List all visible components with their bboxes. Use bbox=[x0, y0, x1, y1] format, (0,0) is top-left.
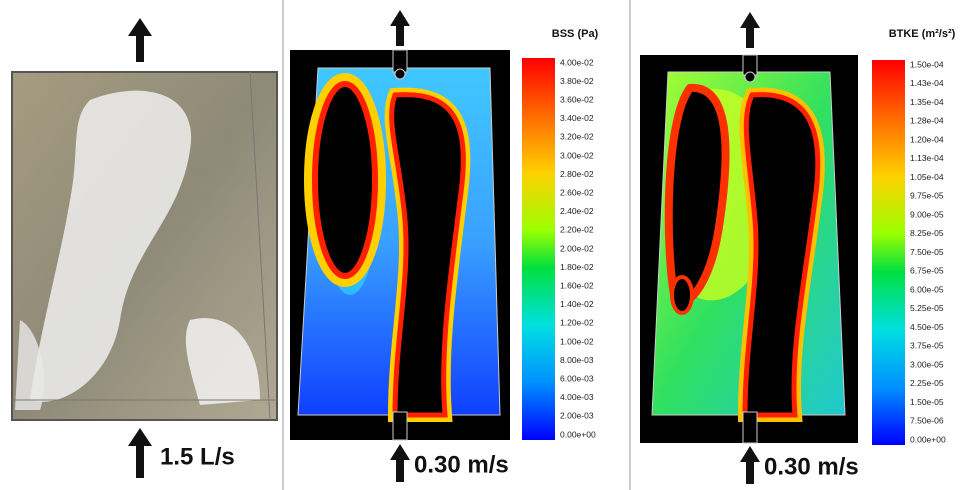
colorbar-tick-label: 2.60e-02 bbox=[560, 187, 594, 197]
colorbar-tick-label: 3.75e-05 bbox=[910, 341, 944, 351]
caption: 0.30 m/s bbox=[414, 451, 509, 478]
colorbar-tick-label: 4.00e-02 bbox=[560, 57, 594, 67]
colorbar-title: BTKE (m²/s²) bbox=[889, 28, 956, 40]
flow-arrows-bottom bbox=[128, 428, 760, 484]
colorbar-tick-label: 3.40e-02 bbox=[560, 113, 594, 123]
bss-contour bbox=[290, 49, 510, 441]
colorbar-tick-label: 3.20e-02 bbox=[560, 132, 594, 142]
caption: 0.30 m/s bbox=[764, 453, 859, 480]
colorbar-tick-label: 8.00e-03 bbox=[560, 355, 594, 365]
btke-contour bbox=[640, 54, 858, 444]
colorbar-tick-label: 2.20e-02 bbox=[560, 225, 594, 235]
colorbar-tick-label: 6.00e-05 bbox=[910, 284, 944, 294]
colorbar-title: BSS (Pa) bbox=[552, 28, 599, 40]
colorbar-tick-label: 1.20e-04 bbox=[910, 134, 944, 144]
colorbar-tick-label: 1.40e-02 bbox=[560, 299, 594, 309]
colorbar-tick-label: 3.00e-02 bbox=[560, 150, 594, 160]
colorbar-tick-label: 7.50e-06 bbox=[910, 416, 944, 426]
colorbar-tick-label: 0.00e+00 bbox=[560, 429, 596, 439]
colorbar-tick-label: 1.28e-04 bbox=[910, 116, 944, 126]
colorbar-tick-label: 3.00e-05 bbox=[910, 359, 944, 369]
colorbar-tick-label: 1.13e-04 bbox=[910, 153, 944, 163]
colorbar-tick-label: 2.00e-03 bbox=[560, 411, 594, 421]
colorbar-tick-label: 6.75e-05 bbox=[910, 266, 944, 276]
colorbar-tick-label: 1.60e-02 bbox=[560, 280, 594, 290]
colorbar-tick-label: 4.50e-05 bbox=[910, 322, 944, 332]
colorbar-tick-label: 1.50e-04 bbox=[910, 59, 944, 69]
photograph bbox=[11, 71, 278, 421]
colorbar-tick-label: 1.35e-04 bbox=[910, 97, 944, 107]
colorbar-tick-label: 4.00e-03 bbox=[560, 392, 594, 402]
flow-arrows-top bbox=[128, 10, 760, 62]
colorbar-tick-label: 0.00e+00 bbox=[910, 434, 946, 444]
colorbar-tick-label: 2.00e-02 bbox=[560, 243, 594, 253]
colorbar-tick-label: 8.25e-05 bbox=[910, 228, 944, 238]
colorbar-tick-label: 9.00e-05 bbox=[910, 209, 944, 219]
colorbar-tick-label: 1.80e-02 bbox=[560, 262, 594, 272]
bss-colorbar bbox=[522, 58, 555, 440]
colorbar-tick-label: 6.00e-03 bbox=[560, 373, 594, 383]
colorbar-tick-label: 5.25e-05 bbox=[910, 303, 944, 313]
colorbar-tick-label: 3.60e-02 bbox=[560, 94, 594, 104]
colorbar-tick-label: 2.40e-02 bbox=[560, 206, 594, 216]
colorbar-tick-label: 1.43e-04 bbox=[910, 78, 944, 88]
colorbar-tick-label: 1.00e-02 bbox=[560, 336, 594, 346]
colorbar-tick-label: 1.20e-02 bbox=[560, 318, 594, 328]
colorbar-tick-label: 3.80e-02 bbox=[560, 76, 594, 86]
colorbar-tick-label: 1.50e-05 bbox=[910, 397, 944, 407]
colorbar-tick-label: 2.80e-02 bbox=[560, 169, 594, 179]
colorbar-tick-label: 1.05e-04 bbox=[910, 172, 944, 182]
btke-colorbar bbox=[872, 60, 905, 445]
colorbar-tick-label: 9.75e-05 bbox=[910, 191, 944, 201]
colorbar-tick-label: 2.25e-05 bbox=[910, 378, 944, 388]
colorbar-tick-label: 7.50e-05 bbox=[910, 247, 944, 257]
caption: 1.5 L/s bbox=[160, 443, 235, 470]
